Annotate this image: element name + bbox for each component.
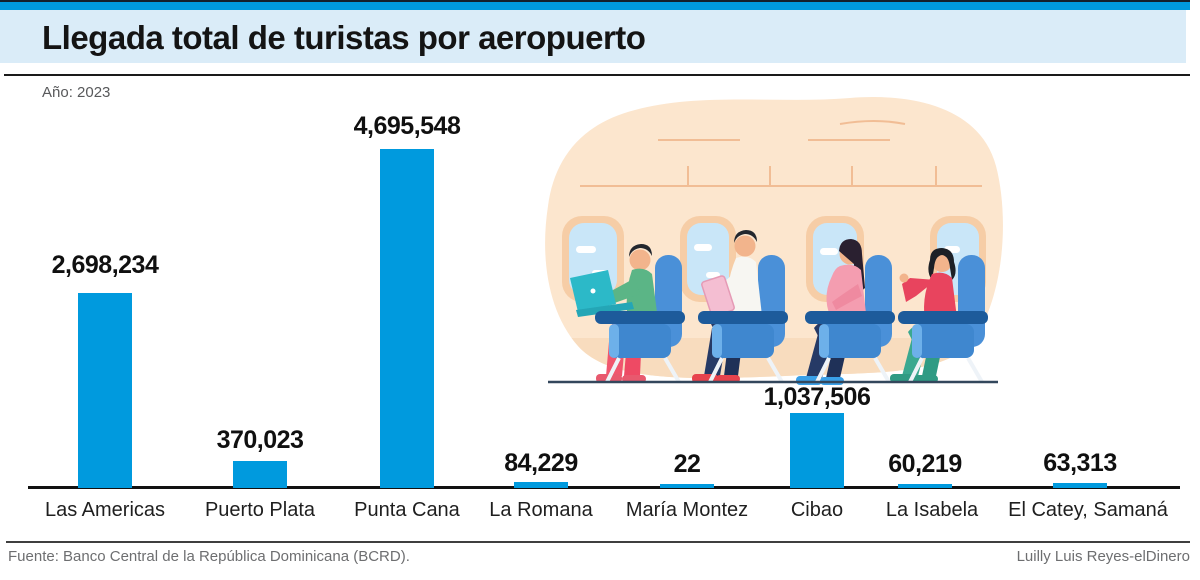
axis-label-cibao: Cibao	[790, 499, 844, 521]
bar-el-catey-samana	[1053, 483, 1107, 488]
axis-label-las-americas: Las Americas	[44, 499, 166, 521]
value-label-punta-cana: 4,695,548	[353, 112, 461, 140]
value-label-puerto-plata: 370,023	[216, 426, 304, 454]
bar-las-americas	[78, 293, 132, 488]
x-axis-line	[28, 486, 1180, 489]
airplane-seat	[595, 311, 988, 384]
axis-label-la-isabela: La Isabela	[885, 499, 979, 521]
footer-divider	[6, 541, 1190, 543]
bar-la-romana	[514, 482, 568, 488]
bar-punta-cana	[380, 149, 434, 488]
axis-label-la-romana: La Romana	[489, 499, 593, 521]
top-accent-line	[0, 0, 1190, 2]
value-label-el-catey-samana: 63,313	[1043, 449, 1117, 477]
value-label-maria-montez: 22	[673, 450, 701, 478]
bar-puerto-plata	[233, 461, 287, 488]
credit-text: Luilly Luis Reyes-elDinero	[1016, 548, 1190, 565]
page-title: Llegada total de turistas por aeropuerto	[42, 19, 646, 56]
airplane-cabin-illustration	[545, 97, 1003, 385]
axis-label-punta-cana: Punta Cana	[354, 499, 460, 521]
value-label-la-isabela: 60,219	[888, 450, 962, 478]
value-label-las-americas: 2,698,234	[51, 251, 159, 279]
source-text: Fuente: Banco Central de la República Do…	[8, 548, 410, 565]
year-label: Año: 2023	[42, 84, 111, 101]
value-label-cibao: 1,037,506	[763, 383, 871, 411]
header-divider	[4, 74, 1190, 76]
header: Llegada total de turistas por aeropuerto	[0, 10, 1186, 63]
bar-maria-montez	[660, 484, 714, 488]
overhead-bin-lines	[580, 120, 982, 187]
bar-la-isabela	[898, 484, 952, 488]
axis-label-el-catey-samana: El Catey, Samaná	[1008, 499, 1168, 521]
axis-label-maria-montez: María Montez	[625, 499, 749, 521]
axis-label-puerto-plata: Puerto Plata	[204, 499, 316, 521]
value-label-la-romana: 84,229	[504, 449, 578, 477]
bar-cibao	[790, 413, 844, 488]
header-accent-bar	[0, 2, 1190, 10]
